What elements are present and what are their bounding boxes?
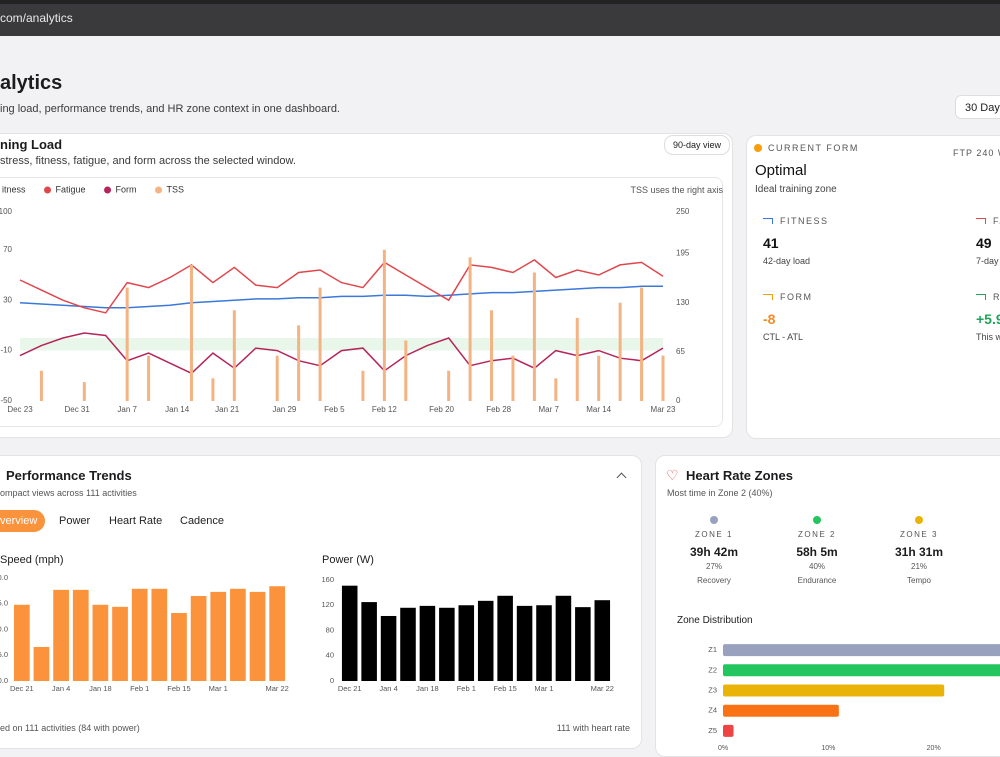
- zone-dot: [915, 516, 923, 524]
- metric-value: 41: [763, 235, 779, 251]
- metric-icon: [763, 294, 773, 300]
- zone-label: Recovery: [697, 576, 731, 585]
- ftp: FTP 240 W: [953, 148, 1000, 158]
- zone-share: 40%: [808, 562, 826, 571]
- url[interactable]: com/analytics: [0, 11, 73, 25]
- heart-icon: ♡: [666, 467, 679, 483]
- metric-label: FA: [993, 216, 1000, 226]
- zone-time: 31h 31m: [894, 545, 944, 559]
- metric-label: R: [993, 292, 1000, 302]
- training-title: ning Load: [0, 137, 63, 152]
- metric-note: 7-day: [976, 256, 999, 266]
- form-card: [746, 135, 1000, 439]
- range-select[interactable]: 30 Days: [955, 95, 1000, 119]
- tab[interactable]: Cadence: [180, 515, 225, 527]
- chart-frame: [0, 177, 723, 427]
- page-title: alytics: [0, 72, 63, 94]
- hr-panel: [655, 455, 1000, 757]
- metric-note: 42-day load: [763, 256, 811, 266]
- footer-left: ed on 111 activities (84 with power): [0, 723, 140, 733]
- metric-label: FORM: [780, 292, 813, 302]
- metric-icon: [763, 218, 773, 224]
- hr-subtitle: Most time in Zone 2 (40%): [667, 488, 773, 498]
- card-label: CURRENT FORM: [768, 143, 859, 153]
- footer-right: 111 with heart rate: [556, 723, 630, 733]
- axis-note: TSS uses the right axis: [630, 185, 723, 195]
- zone-time: 58h 5m: [796, 545, 838, 559]
- zone-name: ZONE 3: [900, 530, 938, 539]
- status-dot: [754, 144, 762, 152]
- browser-bar: [0, 0, 1000, 36]
- zone-dot: [813, 516, 821, 524]
- zone-share: 21%: [910, 562, 928, 571]
- metric-value: 49: [976, 235, 992, 251]
- metric-value: +5.9: [976, 311, 1000, 327]
- performance-subtitle: ompact views across 111 activities: [0, 488, 137, 498]
- zone-share: 27%: [705, 562, 723, 571]
- zone-label: Endurance: [797, 576, 837, 585]
- tab[interactable]: Power: [59, 515, 91, 527]
- tab[interactable]: Heart Rate: [109, 515, 163, 527]
- view-pill[interactable]: 90-day view: [664, 135, 731, 155]
- training-subtitle: stress, fitness, fatigue, and form acros…: [0, 155, 296, 167]
- hr-title: Heart Rate Zones: [686, 468, 793, 483]
- metric-note: CTL - ATL: [763, 332, 804, 342]
- metric-icon: [976, 218, 986, 224]
- metric-label: FITNESS: [780, 216, 829, 226]
- zone-label: Tempo: [906, 576, 932, 585]
- tab[interactable]: verview: [0, 510, 46, 532]
- zone-name: ZONE 1: [695, 530, 733, 539]
- power-title: Power (W): [322, 554, 374, 566]
- metric-note: This w: [976, 332, 1000, 342]
- performance-panel: [0, 455, 642, 749]
- page-subtitle: ing load, performance trends, and HR zon…: [0, 103, 340, 115]
- zone-time: 39h 42m: [689, 545, 739, 559]
- performance-title: Performance Trends: [6, 468, 132, 483]
- dist-title: Zone Distribution: [677, 615, 753, 626]
- metric-value: -8: [763, 311, 776, 327]
- metric-icon: [976, 294, 986, 300]
- status: Optimal: [755, 162, 807, 179]
- status-note: Ideal training zone: [755, 184, 837, 195]
- speed-title: Speed (mph): [0, 554, 64, 566]
- zone-name: ZONE 2: [798, 530, 836, 539]
- zone-dot: [710, 516, 718, 524]
